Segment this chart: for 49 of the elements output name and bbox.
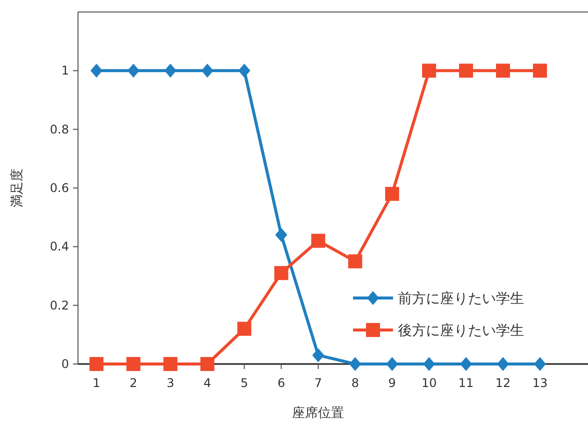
point — [126, 357, 140, 371]
point — [311, 234, 326, 248]
x-tick-label: 11 — [458, 376, 474, 390]
point — [274, 266, 288, 280]
legend-label: 後方に座りたい学生 — [398, 323, 524, 339]
point — [238, 64, 250, 78]
y-tick-label: 0.2 — [50, 298, 69, 312]
legend-label: 前方に座りたい学生 — [398, 291, 524, 307]
point — [164, 64, 176, 78]
point — [496, 64, 510, 78]
x-tick-label: 7 — [314, 376, 322, 390]
point — [534, 357, 546, 371]
point — [163, 357, 178, 371]
point — [459, 64, 474, 78]
point — [127, 64, 140, 78]
x-axis-title: 座席位置 — [292, 405, 344, 421]
point — [237, 322, 252, 336]
x-tick-label: 2 — [130, 376, 138, 390]
y-tick-label: 1 — [61, 64, 69, 78]
point — [423, 357, 436, 371]
x-tick-label: 4 — [204, 376, 212, 390]
x-tick-label: 6 — [277, 376, 286, 390]
point — [200, 357, 214, 371]
point — [201, 64, 214, 78]
point — [422, 64, 436, 78]
point — [275, 228, 288, 242]
x-tick-label: 8 — [351, 376, 359, 390]
x-tick-label: 10 — [421, 376, 437, 390]
y-tick-label: 0.4 — [50, 240, 69, 254]
point — [386, 357, 398, 371]
x-tick-label: 1 — [92, 376, 100, 390]
point — [497, 357, 509, 371]
point — [460, 357, 472, 371]
point — [532, 64, 547, 78]
point — [385, 186, 400, 201]
y-tick-label: 0 — [61, 357, 69, 371]
x-tick-label: 12 — [495, 376, 511, 390]
x-tick-label: 13 — [532, 376, 548, 390]
x-tick-label: 5 — [240, 376, 248, 390]
x-tick-label: 3 — [166, 376, 174, 390]
point — [349, 357, 362, 371]
point — [312, 348, 324, 362]
point — [89, 357, 104, 371]
y-tick-label: 0.8 — [50, 122, 69, 136]
y-tick-label: 0.6 — [50, 181, 69, 195]
point — [348, 254, 362, 268]
point — [90, 64, 102, 78]
y-axis-title: 満足度 — [9, 168, 25, 208]
x-tick-label: 9 — [388, 376, 396, 390]
